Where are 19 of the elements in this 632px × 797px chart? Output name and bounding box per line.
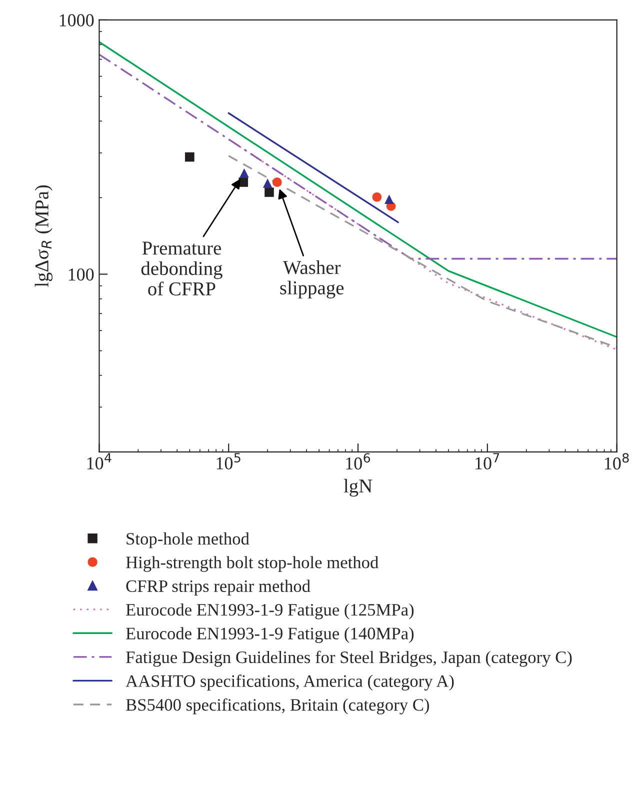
legend-label: Fatigue Design Guidelines for Steel Bridges, Japan (category C) (126, 650, 572, 667)
y-tick-label: 100 (68, 268, 94, 281)
legend-label: CFRP strips repair method (126, 580, 310, 596)
legend-label: Stop-hole method (126, 532, 250, 548)
annotation: Washer slippage (280, 260, 344, 298)
x-axis-title: lgN (344, 478, 372, 497)
legend-label: Eurocode EN1993-1-9 Fatigue (140MPa) (126, 627, 414, 643)
annotation: Premature debonding of CFRP (141, 242, 222, 296)
y-axis-title: lgΔσ$_{R}$ (MPa) (34, 185, 52, 287)
x-tick-label: 10$^{6}$ (346, 453, 370, 470)
legend-label: Eurocode EN1993-1-9 Fatigue (125MPa) (126, 603, 414, 620)
y-tick-label: 1000 (60, 14, 94, 26)
legend-label: AASHTO specifications, America (category A) (126, 674, 454, 691)
x-tick-label: 10$^{7}$ (476, 453, 500, 470)
legend-label: BS5400 specifications, Britain (category C) (126, 698, 429, 714)
legend-label: High-strength bolt stop-hole method (126, 556, 378, 572)
x-tick-label: 10$^{4}$ (87, 453, 112, 470)
x-tick-label: 10$^{5}$ (216, 453, 240, 470)
x-tick-label: 10$^{8}$ (604, 453, 629, 470)
